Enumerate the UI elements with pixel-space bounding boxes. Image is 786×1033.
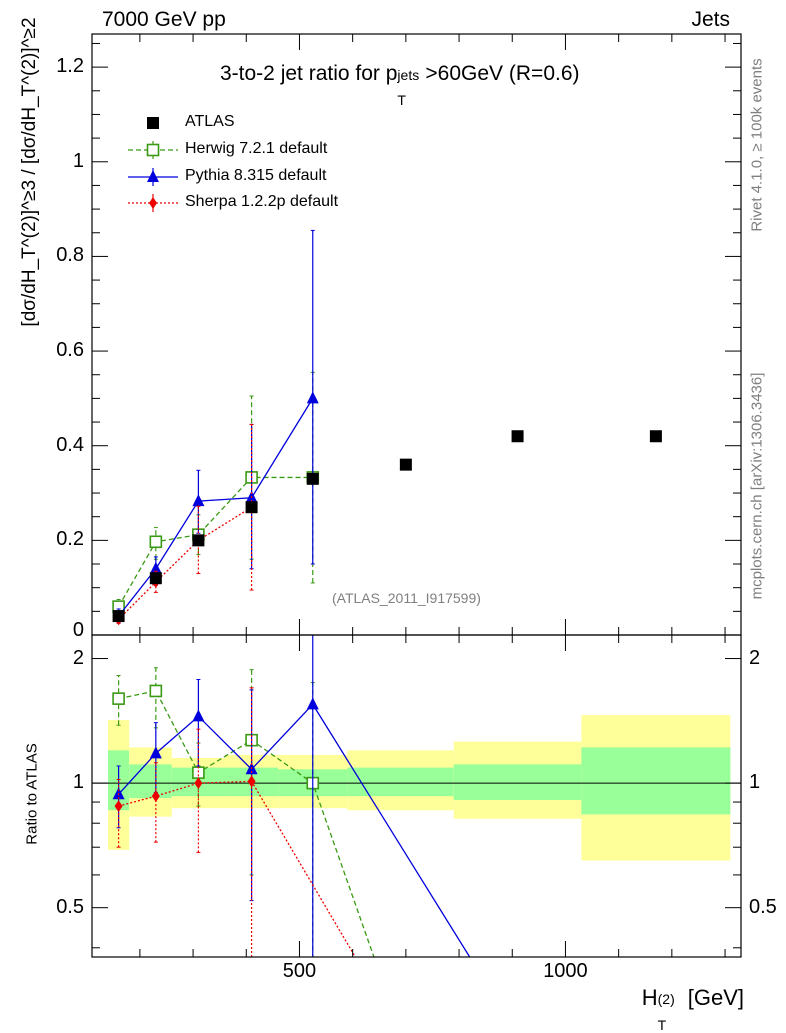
legend-label-atlas: ATLAS [185,113,235,130]
ratio-point-sherpa [151,790,160,803]
main-y-tick-label: 0.6 [56,339,84,362]
x-tick-label: 500 [282,960,317,982]
ratio-point-pythia [306,697,319,710]
atlas-point [511,430,524,443]
main-point-pythia [192,494,205,507]
ratio-series [112,635,471,957]
atlas-point [112,610,125,623]
analysis-watermark: (ATLAS_2011_I917599) [332,590,481,606]
mcplots-label: mcplots.cern.ch [arXiv:1306.3436] [748,372,766,600]
ratio-y-tick-label: 2 [72,646,84,669]
ratio-frame [91,634,742,958]
ratio-band-green-5 [347,767,454,797]
axes [91,33,742,958]
ratio-y-tick-label: 1 [72,771,84,794]
x-axis-label: H (2) T [GeV] [641,985,744,1033]
ratio-y-tick-label-right: 2 [749,646,761,669]
ratio-y-tick-label-right: 0.5 [749,895,777,918]
legend-marker-pythia [147,170,159,182]
ratio-line-herwig [118,690,375,957]
main-line-sherpa [118,506,252,620]
ratio-uncertainty-bands [92,715,741,861]
atlas-point [306,472,319,485]
ratio-point-sherpa [194,777,203,790]
x-tick-label: 1000 [543,960,588,982]
main-y-tick-label: 1 [72,149,84,172]
atlas-point [649,430,662,443]
ratio-point-sherpa [114,800,123,813]
chart-title: 3-to-2 jet ratio for p jets T >60GeV (R=0.6… [220,62,580,108]
ratio-point-herwig [192,766,205,779]
main-point-pythia [306,391,319,404]
legend-marker-atlas [147,117,159,129]
legend-marker-herwig [146,143,160,157]
ratio-y-tick-label: 0.5 [56,895,84,918]
atlas-point [399,458,412,471]
main-line-pythia [118,398,314,617]
main-y-tick-label: 0.8 [56,244,84,267]
ratio-line-pythia [118,703,471,957]
ratio-point-sherpa [247,775,256,788]
main-y-tick-label: 0.4 [56,433,84,456]
main-line-herwig [118,476,313,607]
ratio-point-pythia [149,746,162,759]
ratio-y-tick-label-right: 1 [749,771,761,794]
ratio-band-green-1 [129,764,172,799]
atlas-point [245,501,258,514]
main-point-herwig [149,535,163,549]
ratio-point-pythia [192,709,205,722]
legend-label-sherpa: Sherpa 1.2.2p default [185,193,339,210]
atlas-point [149,572,162,585]
main-series [112,229,662,626]
main-y-tick-label: 0.2 [56,528,84,551]
ratio-band-green-6 [453,764,582,801]
header-right: Jets [691,8,730,31]
ratio-point-herwig [112,692,125,705]
atlas-point [192,534,205,547]
legend-label-pythia: Pythia 8.315 default [185,167,327,184]
main-y-tick-label: 0 [72,619,84,641]
ratio-band-green-7 [581,747,731,815]
rivet-label: Rivet 4.1.0, ≥ 100k events [748,58,766,232]
y-axis-label: [dσ/dH_T^(2)]^≥3 / [dσ/dH_T^(2)]^≥2 [19,17,40,327]
ratio-line-sherpa [118,780,356,957]
legend-marker-sherpa [149,197,157,209]
ratio-point-herwig [149,684,163,698]
legend [128,117,178,212]
ratio-y-axis-label: Ratio to ATLAS [23,743,41,845]
main-y-tick-label: 1.2 [56,55,84,78]
header-left: 7000 GeV pp [102,8,226,31]
legend-label-herwig: Herwig 7.2.1 default [185,140,328,157]
main-point-pythia [149,561,162,574]
